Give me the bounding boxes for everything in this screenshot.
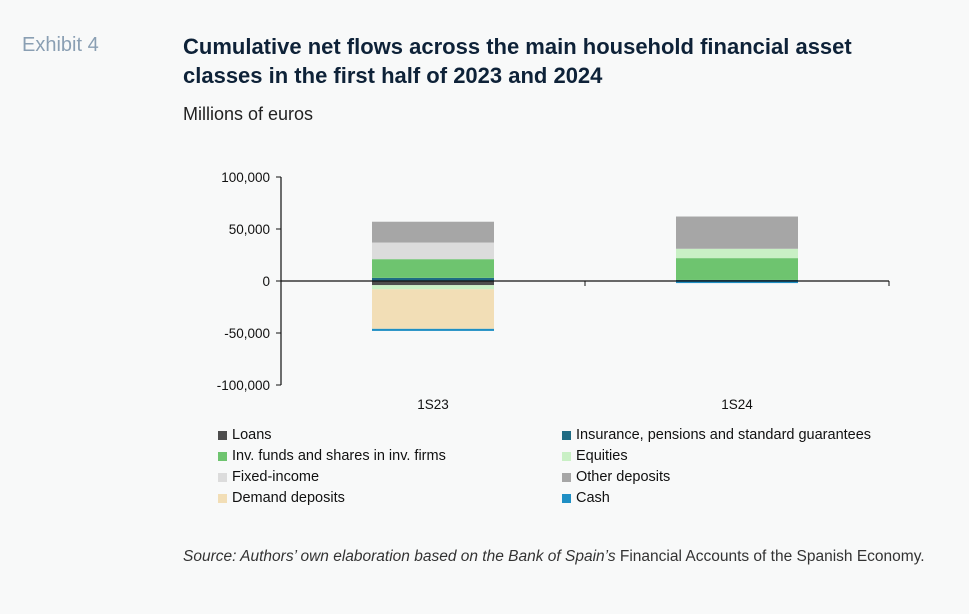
- bar-segment-inv-funds-and-shares-in-inv-firms-1s24: [676, 258, 798, 280]
- y-tick-label: 0: [262, 274, 270, 289]
- source-italic: Source: Authors’ own elaboration based o…: [183, 548, 616, 565]
- y-tick-label: -50,000: [224, 326, 270, 341]
- legend-item: Cash: [562, 488, 918, 508]
- legend-swatch: [218, 431, 227, 440]
- x-tick-label: 1S23: [417, 397, 449, 412]
- bar-segment-inv-funds-and-shares-in-inv-firms-1s23: [372, 259, 494, 278]
- source-plain: Financial Accounts of the Spanish Econom…: [616, 548, 925, 565]
- legend-swatch: [218, 494, 227, 503]
- legend-swatch: [562, 473, 571, 482]
- legend-swatch: [562, 431, 571, 440]
- legend-label: Inv. funds and shares in inv. firms: [232, 448, 446, 464]
- legend-item: Demand deposits: [218, 488, 562, 508]
- y-axis: 100,000 50,000 0 -50,000 -100,000: [217, 170, 281, 393]
- bars: [372, 217, 798, 331]
- legend-label: Loans: [232, 427, 272, 443]
- stacked-bar-chart: 100,000 50,000 0 -50,000 -100,000 1S23 1S24: [0, 0, 969, 420]
- legend-item: Insurance, pensions and standard guarant…: [562, 425, 918, 445]
- bar-segment-demand-deposits-1s23: [372, 289, 494, 329]
- legend-item: Other deposits: [562, 467, 918, 487]
- bar-segment-equities-1s24: [676, 249, 798, 258]
- legend-swatch: [218, 473, 227, 482]
- legend-label: Insurance, pensions and standard guarant…: [576, 427, 871, 443]
- legend-swatch: [562, 494, 571, 503]
- y-tick-label: 50,000: [229, 222, 270, 237]
- bar-segment-cash-1s23: [372, 329, 494, 331]
- legend-label: Fixed-income: [232, 469, 319, 485]
- bar-segment-loans-1s23: [372, 281, 494, 285]
- bar-segment-fixed-income-1s23: [372, 243, 494, 260]
- legend-label: Demand deposits: [232, 490, 345, 506]
- y-tick-label: -100,000: [217, 378, 270, 393]
- source-note: Source: Authors’ own elaboration based o…: [183, 547, 943, 567]
- legend-item: Inv. funds and shares in inv. firms: [218, 446, 562, 466]
- legend-item: Equities: [562, 446, 918, 466]
- legend-label: Equities: [576, 448, 628, 464]
- legend-label: Cash: [576, 490, 610, 506]
- bar-segment-other-deposits-1s23: [372, 222, 494, 243]
- y-tick-label: 100,000: [221, 170, 270, 185]
- legend-swatch: [218, 452, 227, 461]
- legend: Loans Insurance, pensions and standard gu…: [218, 425, 918, 508]
- legend-item: Fixed-income: [218, 467, 562, 487]
- bar-segment-other-deposits-1s24: [676, 217, 798, 249]
- bar-segment-equities-1s23: [372, 285, 494, 289]
- legend-swatch: [562, 452, 571, 461]
- x-tick-label: 1S24: [721, 397, 753, 412]
- legend-item: Loans: [218, 425, 562, 445]
- legend-label: Other deposits: [576, 469, 670, 485]
